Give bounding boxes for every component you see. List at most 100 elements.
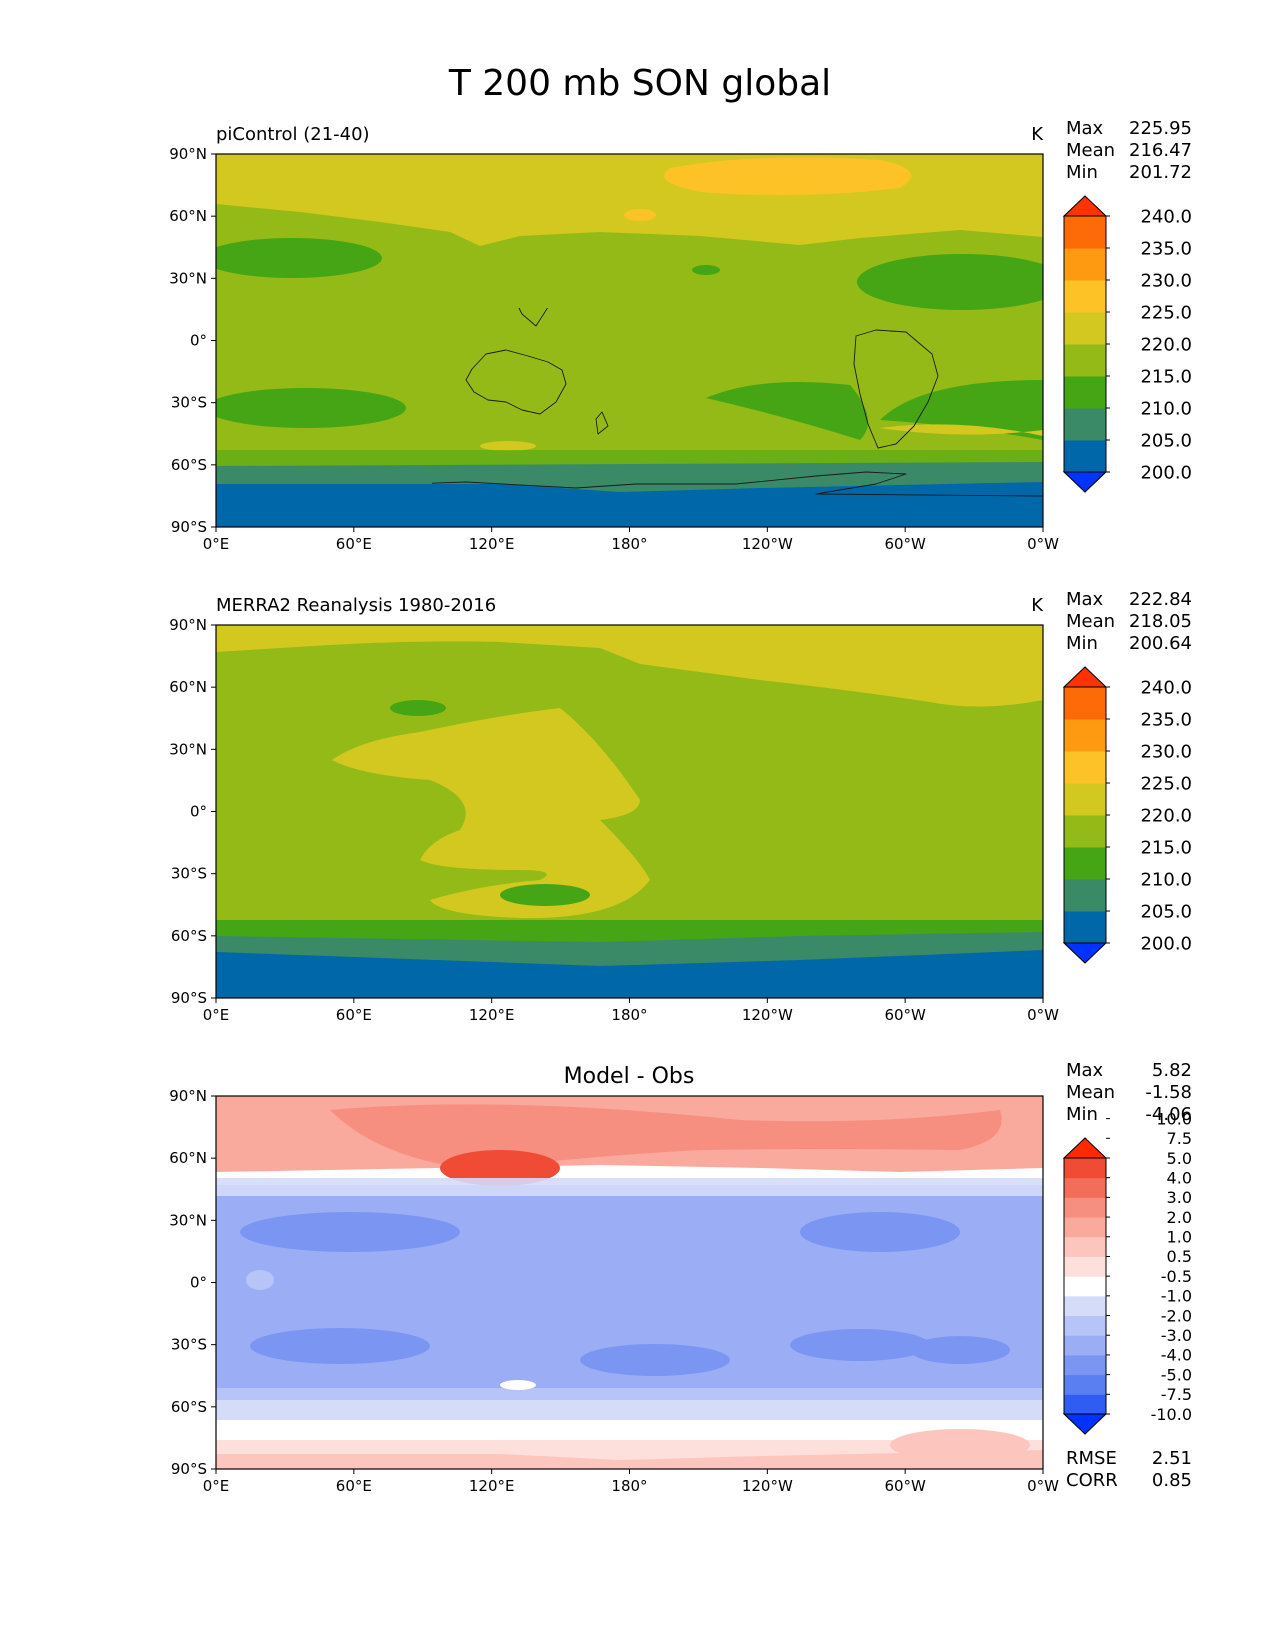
colorbar-bin <box>1064 1374 1106 1395</box>
colorbar-tick-label: 215.0 <box>1140 366 1192 387</box>
lon-tick-label: 0°E <box>203 535 230 553</box>
lon-tick-label: 0°W <box>1027 1006 1059 1024</box>
colorbar-tick-label: 220.0 <box>1140 334 1192 355</box>
colorbar-tick-label: 200.0 <box>1140 933 1192 954</box>
colorbar-bin <box>1064 1315 1106 1336</box>
colorbar-tick-label: 200.0 <box>1140 462 1192 483</box>
colorbar-bin <box>1064 408 1106 441</box>
colorbar-bin <box>1064 1354 1106 1376</box>
colorbar-bin <box>1064 911 1106 944</box>
map-merra2 <box>216 625 1043 998</box>
colorbar-tick-label: 210.0 <box>1140 398 1192 419</box>
lon-tick-label: 0°E <box>203 1006 230 1024</box>
colorbar-bin <box>1064 1256 1106 1277</box>
stat-value: -1.58 <box>1145 1082 1192 1103</box>
colorbar-extend-max <box>1062 666 1108 688</box>
stat-value: 225.95 <box>1129 118 1192 139</box>
colorbar-bin <box>1064 1177 1106 1198</box>
lat-tick-label: 0° <box>190 803 207 821</box>
colorbar-bin <box>1064 1236 1106 1257</box>
lon-tick-label: 120°W <box>742 535 793 553</box>
panel-left-title: piControl (21-40) <box>216 124 370 145</box>
lat-tick-label: 0° <box>190 1274 207 1292</box>
colorbar-tick-label: -4.0 <box>1161 1346 1192 1365</box>
colorbar-tick-label: 2.0 <box>1167 1208 1192 1227</box>
coastline <box>853 329 939 449</box>
lon-tick-label: 120°W <box>742 1006 793 1024</box>
colorbar-bin <box>1064 1295 1106 1317</box>
lon-tick-label: 120°W <box>742 1477 793 1495</box>
colorbar-bin <box>1064 879 1106 912</box>
lat-tick-label: 60°S <box>171 1398 207 1416</box>
colorbar-outline <box>1063 1157 1107 1415</box>
map-diff <box>216 1096 1043 1469</box>
coastline <box>465 349 567 415</box>
stat-label: Min <box>1066 162 1098 183</box>
lat-tick-label: 30°N <box>169 1211 207 1229</box>
lon-tick-label: 180° <box>611 1477 647 1495</box>
colorbar-tick-label: -0.5 <box>1161 1267 1192 1286</box>
lon-tick-label: 60°E <box>336 1006 372 1024</box>
stat-label: CORR <box>1066 1470 1118 1491</box>
stat-label: RMSE <box>1066 1448 1117 1469</box>
map-axes: 0°E 60°E 120°E 180° 120°W 60°W 0°W 90°N 60°N 30°N… <box>169 145 1059 1495</box>
colorbar-bin <box>1064 1158 1106 1179</box>
stat-value: 5.82 <box>1152 1060 1192 1081</box>
stat-value: 216.47 <box>1129 140 1192 161</box>
colorbar-tick-label: 10.0 <box>1156 1109 1192 1128</box>
stat-value: 201.72 <box>1129 162 1192 183</box>
lon-tick-label: 0°W <box>1027 1477 1059 1495</box>
lat-tick-label: 90°S <box>171 989 207 1007</box>
colorbar-extend-max <box>1062 195 1108 217</box>
colorbar-tick-label: -1.0 <box>1161 1287 1192 1306</box>
colorbar-extend-min <box>1062 1413 1108 1435</box>
stat-label: Min <box>1066 1104 1098 1125</box>
colorbar-tick-label: -10.0 <box>1151 1405 1192 1424</box>
colorbar-bin <box>1064 687 1106 720</box>
stat-label: Mean <box>1066 611 1115 632</box>
stat-value: 2.51 <box>1152 1448 1192 1469</box>
lat-tick-label: 60°N <box>169 1149 207 1167</box>
colorbar-bin <box>1064 312 1106 345</box>
panel-merra2: MERRA2 Reanalysis 1980-2016 K <box>216 595 1044 998</box>
lat-tick-label: 60°N <box>169 207 207 225</box>
lat-tick-label: 60°N <box>169 678 207 696</box>
map-picontrol <box>216 154 1043 527</box>
colorbar-tick-label: 4.0 <box>1167 1168 1192 1187</box>
colorbar-bin <box>1064 719 1106 752</box>
colorbar-bin <box>1064 1276 1106 1297</box>
colorbar-tick-label: 215.0 <box>1140 837 1192 858</box>
colorbar-tick-label: 7.5 <box>1167 1129 1192 1148</box>
stat-label: Max <box>1066 1060 1104 1081</box>
panel-units: K <box>1031 595 1044 616</box>
colorbar-bin <box>1064 344 1106 377</box>
lat-tick-label: 30°N <box>169 740 207 758</box>
lat-tick-label: 90°N <box>169 1087 207 1105</box>
lon-tick-label: 60°W <box>884 1477 926 1495</box>
stat-label: Mean <box>1066 140 1115 161</box>
lon-tick-label: 0°E <box>203 1477 230 1495</box>
lat-tick-label: 0° <box>190 332 207 350</box>
colorbar-tick-label: 225.0 <box>1140 302 1192 323</box>
colorbar-tick-label: 205.0 <box>1140 901 1192 922</box>
lon-tick-label: 120°E <box>469 535 515 553</box>
colorbar-tick-label: -3.0 <box>1161 1326 1192 1345</box>
stat-value: -4.06 <box>1145 1104 1192 1125</box>
colorbar-tick-label: 235.0 <box>1140 709 1192 730</box>
lat-tick-label: 60°S <box>171 456 207 474</box>
colorbar-tick-label: 220.0 <box>1140 805 1192 826</box>
lon-tick-label: 120°E <box>469 1006 515 1024</box>
colorbar-bin <box>1064 248 1106 281</box>
lat-tick-label: 30°S <box>171 1336 207 1354</box>
stat-value: 200.64 <box>1129 633 1192 654</box>
colorbar-tick-label: 225.0 <box>1140 773 1192 794</box>
lon-tick-label: 60°W <box>884 1006 926 1024</box>
panel-picontrol: piControl (21-40) K <box>216 124 1044 527</box>
colorbar-bin <box>1064 1197 1106 1218</box>
lon-tick-label: 180° <box>611 535 647 553</box>
stat-label: Min <box>1066 633 1098 654</box>
colorbar-tick-label: -7.5 <box>1161 1385 1192 1404</box>
stats-and-colorbars: Max 225.95 Mean 216.47 Min 201.72 200.0 205.0 21… <box>1062 118 1192 1491</box>
lat-tick-label: 90°N <box>169 616 207 634</box>
